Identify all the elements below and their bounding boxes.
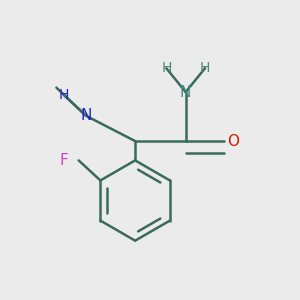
Text: H: H — [161, 61, 172, 75]
Text: O: O — [227, 134, 239, 148]
Text: N: N — [180, 85, 191, 100]
Text: F: F — [59, 153, 68, 168]
Text: N: N — [80, 108, 92, 123]
Text: H: H — [58, 88, 69, 102]
Text: H: H — [200, 61, 210, 75]
